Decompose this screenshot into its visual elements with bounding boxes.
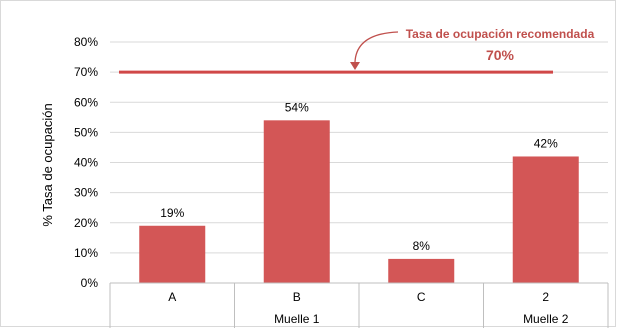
bar [388, 258, 455, 283]
y-tick-label: 10% [74, 246, 98, 260]
y-tick-label: 60% [74, 95, 98, 109]
axes [109, 282, 609, 328]
x-tick-label: B [293, 290, 301, 304]
x-group-label: Muelle 1 [274, 312, 320, 326]
y-tick-label: 50% [74, 125, 98, 139]
annotation-arrowhead [350, 62, 360, 70]
bar [512, 156, 579, 283]
labels: 0% 10% 20% 30% 40% 50% 60% 70% 80% 19% A 54% B 8% C 42%… [74, 35, 569, 326]
x-tick-label: 2 [542, 290, 549, 304]
reference-annotation: Tasa de ocupación recomendada 70% [350, 27, 595, 70]
data-label: 54% [285, 100, 309, 114]
annotation-arrow [354, 31, 399, 63]
y-tick-label: 20% [74, 216, 98, 230]
y-tick-label: 70% [74, 65, 98, 79]
data-label: 19% [160, 206, 184, 220]
reference-line-label: Tasa de ocupación recomendada [406, 27, 595, 41]
x-tick-label: C [417, 290, 426, 304]
y-axis-label: % Tasa de ocupación [40, 103, 55, 226]
x-tick-label: A [168, 290, 176, 304]
bars [119, 70, 579, 283]
x-group-label: Muelle 2 [523, 312, 569, 326]
bar [139, 225, 206, 283]
reference-line-value: 70% [486, 47, 515, 63]
bar [263, 120, 330, 283]
y-tick-label: 0% [81, 276, 99, 290]
y-tick-label: 30% [74, 186, 98, 200]
data-label: 42% [534, 136, 558, 150]
y-tick-label: 40% [74, 156, 98, 170]
data-label: 8% [413, 239, 431, 253]
y-tick-label: 80% [74, 35, 98, 49]
